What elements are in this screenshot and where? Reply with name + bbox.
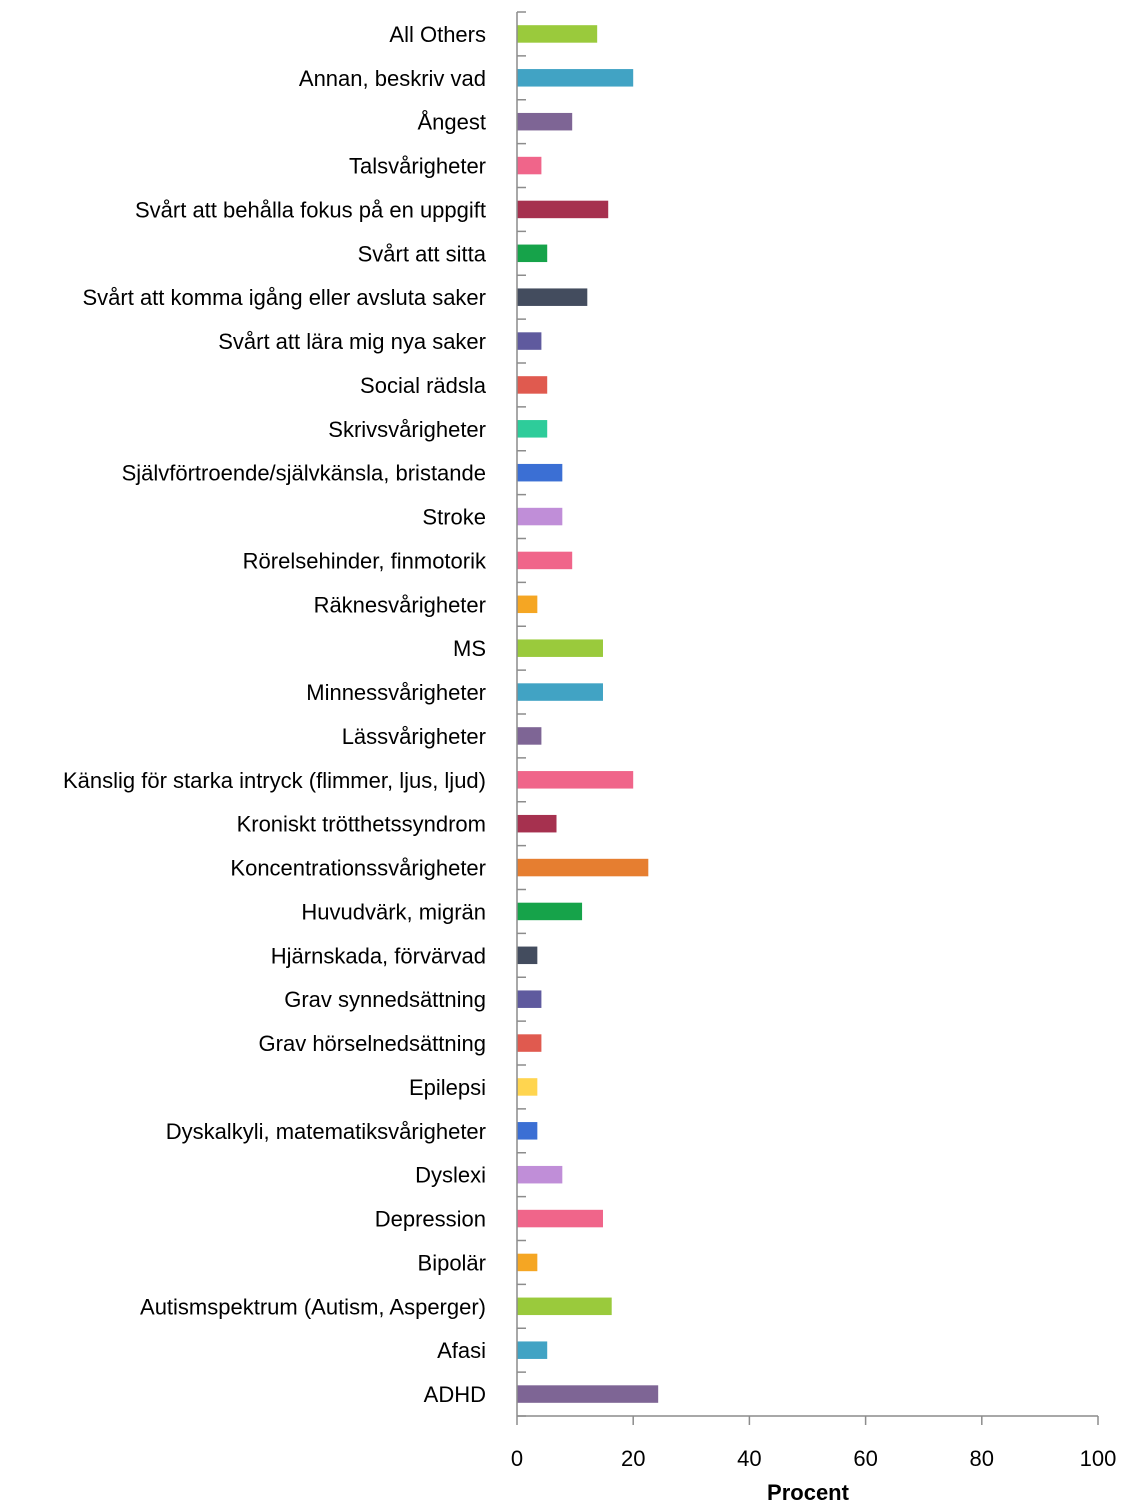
bar (517, 1122, 538, 1140)
bar (517, 25, 598, 43)
bar (517, 551, 573, 570)
bar (517, 1253, 538, 1272)
category-label: Afasi (437, 1338, 486, 1363)
bar (517, 990, 542, 1008)
category-label: Autismspektrum (Autism, Asperger) (140, 1294, 486, 1319)
bar (517, 420, 548, 438)
category-label: Dyskalkyli, matematiksvårigheter (166, 1119, 486, 1144)
category-label: Epilepsi (409, 1075, 486, 1100)
bar (517, 639, 603, 657)
bar (517, 156, 542, 175)
bar (517, 1034, 542, 1052)
x-tick-label: 100 (1080, 1446, 1117, 1471)
bar (517, 112, 573, 131)
category-label: Annan, beskriv vad (299, 66, 486, 91)
category-label: Känslig för starka intryck (flimmer, lju… (63, 768, 486, 793)
bar (517, 69, 634, 87)
category-label: Bipolär (418, 1250, 486, 1275)
category-label: Depression (375, 1207, 486, 1232)
category-label: Svårt att komma igång eller avsluta sake… (82, 285, 486, 310)
category-label: Stroke (422, 505, 486, 530)
bar (517, 858, 649, 877)
x-tick-label: 20 (621, 1446, 645, 1471)
y-axis-ticks (517, 11, 526, 1417)
bar (517, 507, 563, 526)
category-label: Kroniskt trötthetssyndrom (237, 812, 486, 837)
x-tick-label: 0 (511, 1446, 523, 1471)
category-labels: All Others Annan, beskriv vad Ångest Talsvå… (63, 22, 487, 1407)
x-tick-label: 40 (737, 1446, 761, 1471)
x-tick-label: 60 (853, 1446, 877, 1471)
x-axis-title: Procent (767, 1480, 850, 1505)
bar (517, 1165, 563, 1184)
bar (517, 683, 603, 701)
x-tick-label: 80 (970, 1446, 994, 1471)
category-label: Lässvårigheter (342, 724, 486, 749)
bar (517, 946, 538, 965)
bar (517, 771, 634, 789)
bar (517, 288, 588, 306)
category-label: Svårt att sitta (358, 241, 487, 266)
category-label: Dyslexi (415, 1163, 486, 1188)
bar (517, 1297, 612, 1316)
category-label: Räknesvårigheter (314, 592, 486, 617)
bar (517, 727, 542, 745)
bar (517, 814, 557, 833)
category-label: Svårt att lära mig nya saker (218, 329, 486, 354)
category-label: Koncentrationssvårigheter (230, 856, 486, 881)
category-label: Hjärnskada, förvärvad (271, 943, 486, 968)
category-label: Svårt att behålla fokus på en uppgift (135, 197, 486, 222)
category-label: All Others (389, 22, 486, 47)
category-label: Rörelsehinder, finmotorik (243, 548, 487, 573)
bar (517, 902, 583, 921)
bar (517, 200, 609, 219)
bar (517, 1341, 548, 1359)
bar (517, 463, 563, 482)
category-label: Skrivsvårigheter (328, 417, 486, 442)
x-axis-ticks: 0 20 40 60 80 100 (511, 1416, 1116, 1471)
bar (517, 1078, 538, 1096)
category-label: MS (453, 636, 486, 661)
bar (517, 244, 548, 263)
bar (517, 595, 538, 614)
category-label: Social rädsla (360, 373, 487, 398)
category-label: Ångest (418, 110, 487, 135)
bar (517, 376, 548, 394)
category-label: Talsvårigheter (349, 154, 486, 179)
category-label: Grav hörselnedsättning (259, 1031, 486, 1056)
category-label: ADHD (424, 1382, 486, 1407)
category-label: Huvudvärk, migrän (301, 899, 486, 924)
bar (517, 1385, 659, 1403)
category-label: Minnessvårigheter (306, 680, 486, 705)
bars (517, 25, 659, 1403)
bar (517, 1209, 603, 1228)
bar (517, 332, 542, 350)
category-label: Självförtroende/självkänsla, bristande (122, 461, 486, 486)
category-label: Grav synnedsättning (284, 987, 486, 1012)
